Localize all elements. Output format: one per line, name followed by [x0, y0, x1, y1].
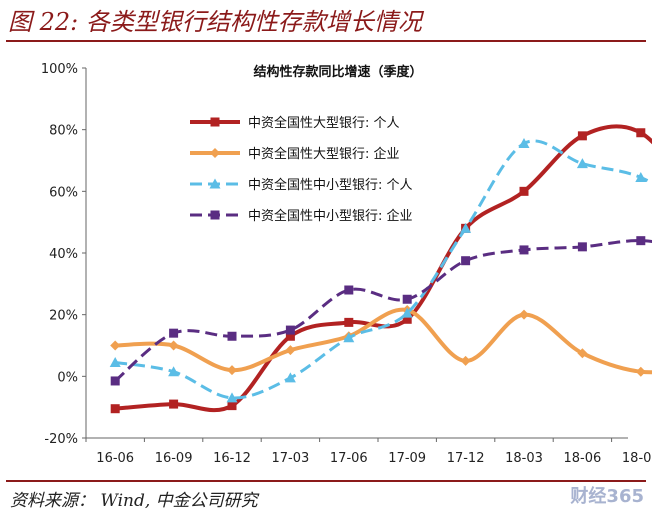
data-point	[577, 131, 587, 141]
data-point	[285, 345, 296, 356]
data-point	[402, 314, 412, 324]
data-point	[636, 236, 646, 246]
data-point	[110, 340, 121, 351]
data-point	[285, 325, 295, 335]
chart-title: 结构性存款同比增速（季度）	[253, 64, 422, 80]
data-point	[460, 355, 471, 366]
x-tick-label: 17-03	[272, 451, 310, 466]
source-note: 资料来源： Wind, 中金公司研究	[10, 491, 258, 511]
data-point	[110, 404, 120, 414]
y-tick-label: 100%	[41, 62, 78, 77]
axes: -20% 0% 20% 40% 60% 80% 100% 16-06 16-09 16-12 17-…	[41, 62, 652, 466]
legend-item-3: 中资全国性中小型银行: 个人	[190, 177, 413, 193]
data-point	[635, 171, 647, 182]
data-point	[344, 317, 354, 327]
series-line	[115, 124, 652, 413]
title-rule	[6, 40, 646, 42]
x-tick-label: 16-12	[213, 451, 251, 466]
data-point	[227, 331, 237, 341]
y-tick-label: 80%	[49, 124, 78, 139]
x-tick-label: 18-06	[564, 451, 602, 466]
data-point	[109, 356, 121, 367]
x-tick-label: 16-09	[155, 451, 193, 466]
x-tick-label: 17-12	[447, 451, 485, 466]
data-point	[577, 348, 588, 359]
data-point	[227, 401, 237, 411]
x-tick-label: 17-06	[330, 451, 368, 466]
series-layer	[109, 124, 652, 414]
x-tick-label: 18-03	[505, 451, 543, 466]
legend-item-4: 中资全国性中小型银行: 企业	[190, 208, 413, 224]
data-point	[636, 128, 646, 138]
data-point	[576, 158, 588, 169]
data-point	[577, 242, 587, 252]
data-point	[284, 372, 296, 383]
series-line	[115, 307, 652, 375]
data-point	[519, 245, 529, 255]
series-line	[114, 139, 652, 400]
x-tick-label: 17-09	[388, 451, 426, 466]
data-point	[460, 222, 472, 233]
watermark: 财经365	[570, 486, 644, 507]
data-point	[226, 392, 238, 403]
data-point	[227, 365, 237, 376]
data-point	[401, 307, 413, 318]
y-tick-label: 0%	[57, 370, 78, 385]
legend-swatch-marker	[210, 148, 220, 158]
legend-label: 中资全国性中小型银行: 企业	[248, 208, 413, 224]
data-point	[168, 340, 179, 351]
data-point	[518, 138, 530, 149]
series-1	[110, 124, 652, 414]
x-tick-label: 18-09	[622, 451, 652, 466]
data-point	[169, 328, 179, 338]
data-point	[169, 399, 179, 409]
y-tick-label: 60%	[49, 185, 78, 200]
y-tick-label: 20%	[49, 309, 78, 324]
footer-rule	[6, 480, 646, 482]
legend-swatch-marker	[210, 117, 220, 127]
data-point	[402, 294, 412, 304]
data-point	[343, 332, 355, 343]
data-point	[519, 186, 529, 196]
legend-item-2: 中资全国性大型银行: 企业	[190, 146, 400, 162]
data-point	[635, 366, 646, 377]
series-line	[114, 239, 652, 383]
series-4	[110, 236, 652, 386]
data-point	[344, 285, 354, 295]
data-point	[110, 376, 120, 386]
data-point	[285, 331, 295, 341]
legend-item-1: 中资全国性大型银行: 个人	[190, 115, 400, 131]
x-tick-label: 16-06	[96, 451, 134, 466]
series-3	[109, 138, 652, 403]
legend-swatch-marker	[209, 178, 221, 189]
data-point	[461, 256, 471, 266]
series-2	[110, 305, 652, 377]
data-point	[168, 366, 180, 377]
data-point	[519, 309, 529, 320]
legend-label: 中资全国性大型银行: 个人	[248, 115, 400, 131]
figure-title: 图 22: 各类型银行结构性存款增长情况	[8, 8, 422, 36]
y-tick-label: -20%	[44, 432, 78, 447]
legend-label: 中资全国性中小型银行: 个人	[248, 177, 413, 193]
legend-swatch-marker	[210, 210, 220, 220]
legend-label: 中资全国性大型银行: 企业	[248, 146, 400, 162]
chart: -20% 0% 20% 40% 60% 80% 100% 16-06 16-09 16-12 17-…	[41, 62, 652, 466]
y-tick-label: 40%	[49, 247, 78, 262]
